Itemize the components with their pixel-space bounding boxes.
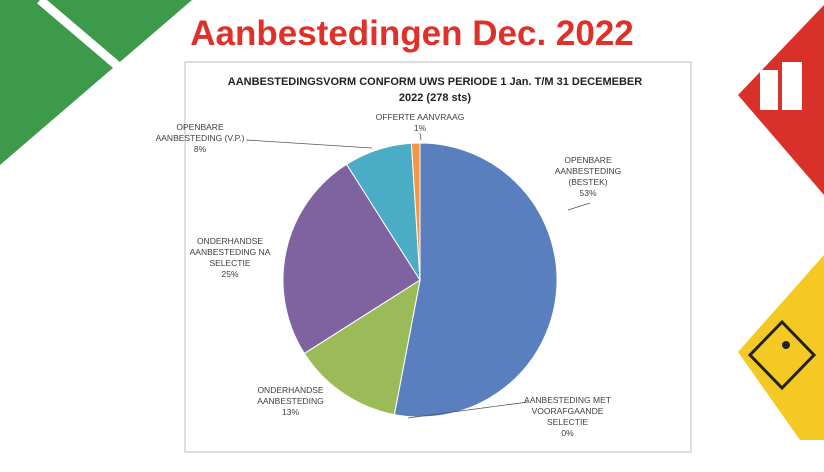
- leader-line: [407, 401, 529, 419]
- slice-label: OFFERTE AANVRAAG 1%: [355, 112, 485, 134]
- value-label: 8%: [193, 144, 207, 154]
- value-label: 13%: [281, 407, 299, 417]
- pie: [245, 132, 591, 419]
- building-icon: [782, 62, 802, 110]
- slice-label: OPENBARE AANBESTEDING (BESTEK) 53%: [548, 155, 628, 199]
- slide-title: Aanbestedingen Dec. 2022: [190, 14, 634, 53]
- leader-line: [419, 132, 422, 141]
- worker-icon: [782, 341, 790, 349]
- pie-slice: [282, 163, 421, 355]
- leader-line: [567, 202, 591, 211]
- value-label: 0%: [561, 428, 574, 438]
- category-label: AANBESTEDING MET VOORAFGAANDE SELECTIE: [524, 395, 611, 427]
- green-stripe: [37, 0, 123, 72]
- worker-sign: [747, 319, 817, 391]
- pie-slice: [410, 142, 421, 281]
- slice-label: OPENBARE AANBESTEDING (V.P.) 8%: [150, 122, 250, 155]
- category-label: OFFERTE AANVRAAG: [375, 112, 465, 122]
- chart-title: AANBESTEDINGSVORM CONFORM UWS PERIODE 1 …: [227, 76, 643, 104]
- category-label: ONDERHANDSE AANBESTEDING: [257, 385, 324, 406]
- slice-label: ONDERHANDSE AANBESTEDING 13%: [243, 385, 338, 418]
- leader-line: [245, 139, 373, 149]
- green-corner: [0, 0, 192, 165]
- category-label: ONDERHANDSE AANBESTEDING NA SELECTIE: [189, 236, 271, 268]
- category-label: OPENBARE AANBESTEDING (V.P.): [155, 122, 245, 143]
- category-label: OPENBARE AANBESTEDING (BESTEK): [554, 155, 622, 187]
- value-label: 53%: [579, 188, 597, 198]
- value-label: 25%: [221, 269, 239, 279]
- building-icon: [760, 70, 778, 110]
- red-corner: [738, 5, 824, 195]
- slice-label: ONDERHANDSE AANBESTEDING NA SELECTIE 25%: [180, 236, 280, 280]
- slice-label: AANBESTEDING MET VOORAFGAANDE SELECTIE 0%: [520, 395, 615, 439]
- pie-slice: [303, 278, 421, 416]
- value-label: 1%: [413, 123, 427, 133]
